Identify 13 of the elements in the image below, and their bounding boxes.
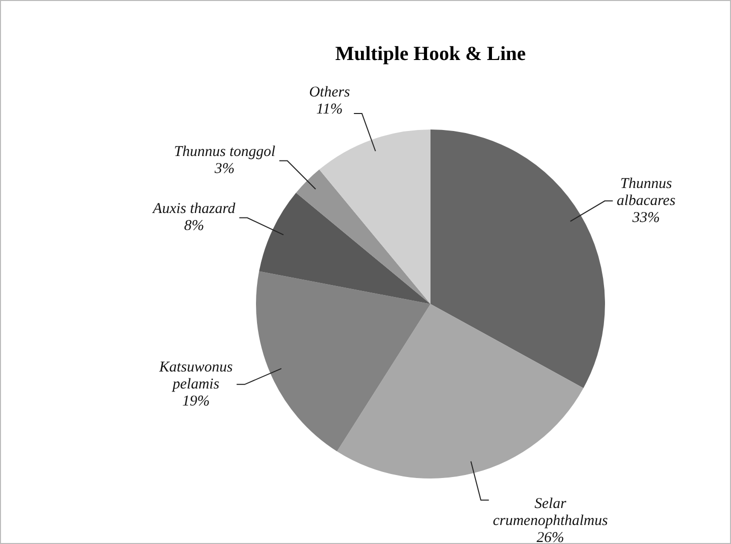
data-label: 11% — [316, 101, 343, 118]
slice-label: Auxis thazard — [152, 201, 236, 218]
data-label: 19% — [182, 393, 210, 410]
slice-label: Thunnus tonggol — [174, 144, 276, 160]
slice-label: Selar crumenophthalmus — [492, 496, 608, 530]
chart-title: Multiple Hook & Line — [335, 43, 526, 66]
data-label: 33% — [631, 210, 660, 226]
data-label: 8% — [184, 218, 204, 234]
slice-label: Others — [309, 84, 350, 100]
slice-label: Thunnus albacares — [616, 176, 676, 209]
data-label: 26% — [536, 530, 564, 544]
slice-label: Katsuwonus pelamis — [158, 359, 233, 392]
data-label: 3% — [214, 161, 235, 178]
